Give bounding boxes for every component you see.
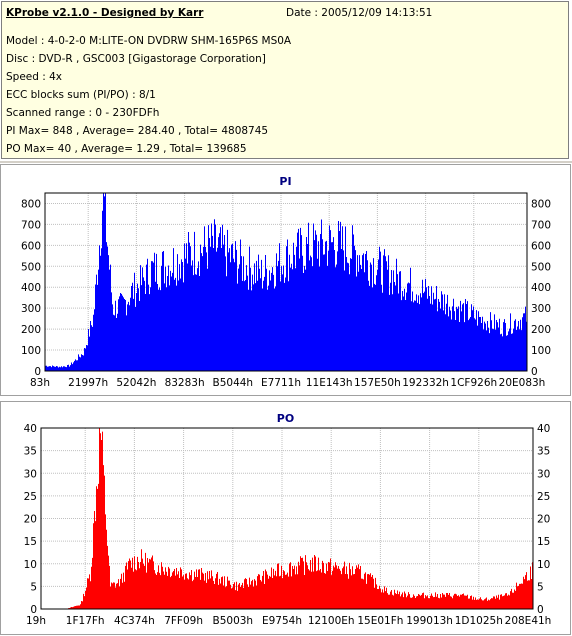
po-xtick-label: 208E41h: [505, 615, 552, 627]
po-ytick-left: 20: [24, 514, 37, 526]
pi-chart-panel: PI 0 0 100 100 200 200 300 300 400 400 500 500 600 600…: [0, 164, 571, 396]
po-xtick-label: 12100Eh: [308, 615, 355, 627]
pi-xtick-label: B5044h: [213, 377, 254, 389]
pi-xtick-label: 21997h: [68, 377, 108, 389]
pi-ytick-right: 600: [531, 240, 551, 252]
po-summary-line: PO Max= 40 , Average= 1.29 , Total= 1396…: [6, 143, 247, 155]
pi-ytick-right: 0: [531, 366, 538, 378]
pi-ytick-left: 400: [21, 282, 41, 294]
po-ytick-left: 25: [24, 491, 37, 503]
po-series: [66, 428, 533, 609]
scan-date: Date : 2005/12/09 14:13:51: [286, 7, 433, 19]
po-xtick-label: 199013h: [406, 615, 453, 627]
po-plot-border: [40, 427, 534, 610]
pi-xtick-label: 11E143h: [306, 377, 353, 389]
pi-ytick-right: 500: [531, 261, 551, 273]
pi-xtick-label: 192332h: [402, 377, 449, 389]
pi-chart: PI 0 0 100 100 200 200 300 300 400 400 500 500 600 600…: [21, 175, 551, 389]
po-xtick-label: 1F17Fh: [66, 615, 105, 627]
po-ytick-left: 0: [30, 604, 37, 616]
po-xtick-label: E9754h: [262, 615, 302, 627]
po-ytick-right: 30: [537, 468, 550, 480]
pi-ytick-left: 200: [21, 324, 41, 336]
pi-ytick-left: 800: [21, 198, 41, 210]
separator: [0, 161, 572, 163]
pi-series: [45, 193, 527, 371]
po-ytick-left: 40: [24, 423, 37, 435]
po-chart-title: PO: [277, 412, 294, 425]
pi-ytick-right: 800: [531, 198, 551, 210]
range-line: Scanned range : 0 - 230FDFh: [6, 107, 160, 119]
po-ytick-left: 35: [24, 446, 37, 458]
info-panel: KProbe v2.1.0 - Designed by Karr Date : …: [1, 1, 569, 159]
po-ytick-left: 10: [24, 559, 37, 571]
po-ytick-right: 5: [537, 581, 544, 593]
pi-ytick-right: 200: [531, 324, 551, 336]
pi-ytick-left: 0: [34, 366, 41, 378]
po-xtick-label: 1D1025h: [455, 615, 503, 627]
disc-line: Disc : DVD-R , GSC003 [Gigastorage Corpo…: [6, 53, 266, 65]
po-ytick-right: 40: [537, 423, 550, 435]
pi-ytick-left: 500: [21, 261, 41, 273]
po-ytick-left: 30: [24, 468, 37, 480]
po-ytick-right: 0: [537, 604, 544, 616]
pi-ytick-left: 600: [21, 240, 41, 252]
po-ytick-left: 5: [30, 581, 37, 593]
po-ytick-right: 15: [537, 536, 550, 548]
po-xtick-label: 4C374h: [114, 615, 155, 627]
pi-xtick-label: 157E50h: [354, 377, 401, 389]
po-chart-panel: PO 0 0 5 5 10 10 15 15 20 20 25 25 30 30 35 35 40 40 19h 1F1…: [0, 401, 571, 635]
ecc-line: ECC blocks sum (PI/PO) : 8/1: [6, 89, 156, 101]
po-xtick-label: 19h: [26, 615, 46, 627]
pi-xtick-label: E7711h: [261, 377, 301, 389]
pi-ytick-right: 700: [531, 219, 551, 231]
pi-xtick-label: 1CF926h: [450, 377, 497, 389]
pi-ytick-right: 300: [531, 303, 551, 315]
pi-ytick-left: 300: [21, 303, 41, 315]
pi-plot-border: [44, 192, 528, 372]
pi-xtick-label: 52042h: [116, 377, 156, 389]
pi-ytick-left: 700: [21, 219, 41, 231]
pi-ytick-right: 100: [531, 345, 551, 357]
pi-xtick-label: 83283h: [165, 377, 205, 389]
pi-xtick-label: 83h: [30, 377, 50, 389]
pi-summary-line: PI Max= 848 , Average= 284.40 , Total= 4…: [6, 125, 269, 137]
pi-ytick-right: 400: [531, 282, 551, 294]
pi-xtick-label: 20E083h: [499, 377, 546, 389]
po-chart: PO 0 0 5 5 10 10 15 15 20 20 25 25 30 30 35 35 40 40 19h 1F1…: [24, 412, 552, 627]
po-ytick-left: 15: [24, 536, 37, 548]
model-line: Model : 4-0-2-0 M:LITE-ON DVDRW SHM-165P…: [6, 35, 292, 47]
po-xtick-label: 15E01Fh: [357, 615, 403, 627]
pi-chart-title: PI: [279, 175, 291, 188]
po-ytick-right: 10: [537, 559, 550, 571]
po-ytick-right: 25: [537, 491, 550, 503]
app-title: KProbe v2.1.0 - Designed by Karr: [6, 7, 204, 19]
po-xtick-label: B5003h: [213, 615, 254, 627]
po-ytick-right: 20: [537, 514, 550, 526]
pi-ytick-left: 100: [21, 345, 41, 357]
po-ytick-right: 35: [537, 446, 550, 458]
po-xtick-label: 7FF09h: [164, 615, 203, 627]
speed-line: Speed : 4x: [6, 71, 63, 83]
